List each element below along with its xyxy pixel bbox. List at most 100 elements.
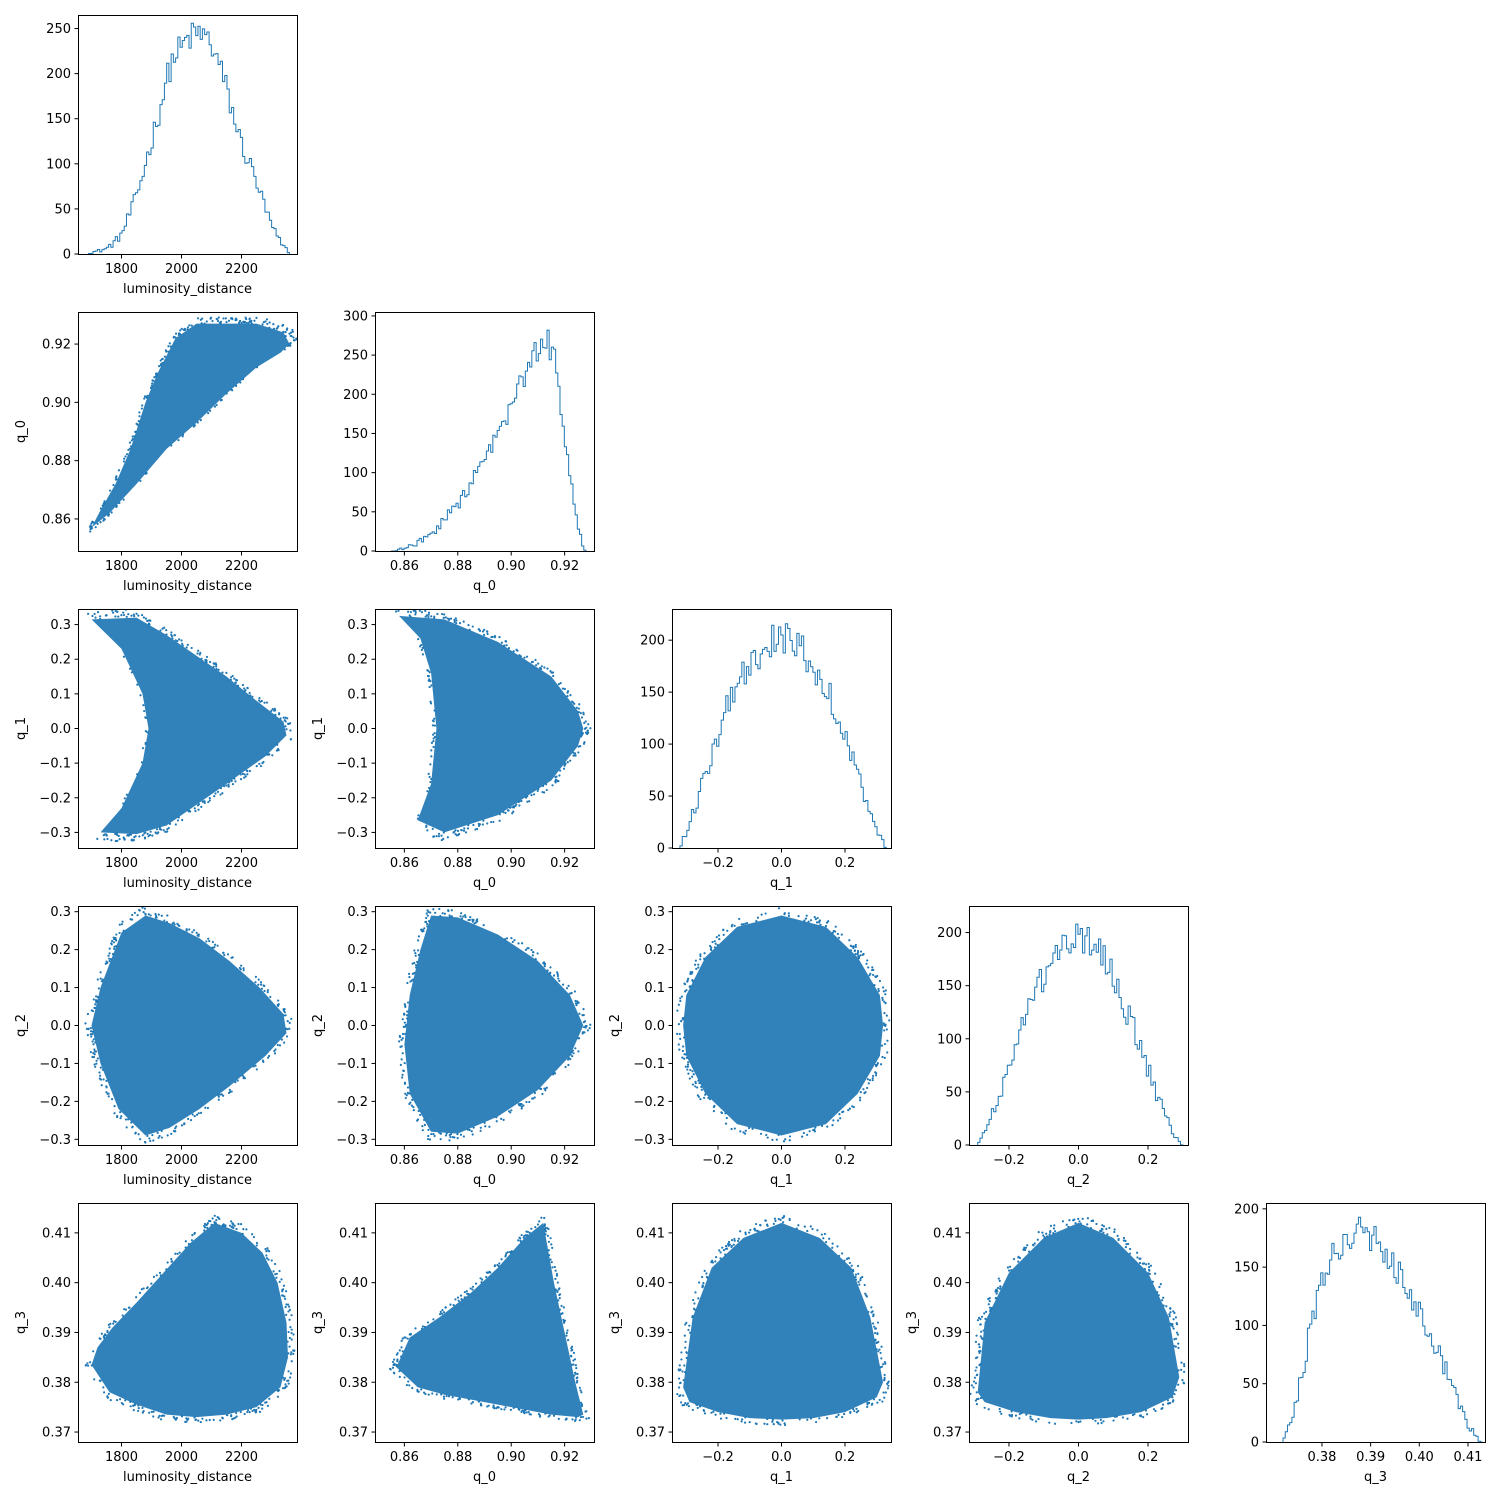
scatter-point [537,787,540,791]
scatter-point [495,1407,498,1410]
scatter-point [1070,1421,1073,1425]
scatter-density-s40 [91,1222,288,1418]
scatter-point [567,984,570,988]
scatter-point [93,1006,96,1009]
scatter-point [578,1012,581,1015]
scatter-point [107,1092,110,1095]
scatter-point [462,829,466,832]
scatter-point [474,828,477,831]
scatter-point [686,1063,690,1066]
scatter-point [132,1404,135,1407]
scatter-point [166,830,169,833]
scatter-point [450,909,453,912]
scatter-point [430,615,433,618]
scatter-point [196,421,199,424]
scatter-point [871,1079,874,1082]
scatter-point [144,1141,147,1144]
scatter-point [584,731,588,734]
scatter-point [282,716,285,719]
scatter-point [701,1284,704,1287]
scatter-point [713,946,716,949]
scatter-point [224,317,227,320]
scatter-point [693,1308,696,1311]
y-tick-label: 150 [46,112,71,127]
scatter-point [1175,1331,1179,1334]
x-axis-label: q_0 [473,1173,496,1188]
scatter-point [195,931,198,934]
scatter-point [159,359,162,362]
scatter-point [584,1026,587,1029]
scatter-point [255,765,258,768]
scatter-point [237,1222,240,1226]
scatter-point [432,908,435,911]
scatter-point [554,775,557,779]
panel-h0: 1800 2000 2200050100150200250luminosity_di… [46,15,298,297]
scatter-point [744,1416,747,1419]
scatter-point [881,1400,884,1403]
scatter-point [442,1397,446,1400]
scatter-point [510,1250,513,1253]
scatter-point [886,1039,889,1042]
scatter-point [1139,1415,1143,1418]
scatter-point [389,1368,392,1371]
scatter-point [173,1130,176,1133]
scatter-point [222,1094,225,1097]
scatter-point [858,1096,862,1099]
scatter-point [220,1093,223,1096]
scatter-point [217,1095,220,1098]
scatter-point [170,1260,174,1263]
scatter-point [426,925,429,928]
scatter-point [432,745,435,749]
scatter-point [691,980,694,983]
axes-frame-h3 [969,906,1189,1146]
scatter-point [1100,1421,1103,1425]
scatter-point [444,1306,447,1309]
scatter-point [462,620,465,623]
scatter-point [680,1351,683,1354]
scatter-point [134,1131,137,1134]
scatter-point [181,644,184,647]
scatter-point [147,913,150,916]
scatter-point [883,1000,886,1003]
scatter-point [116,839,119,842]
scatter-point [277,999,280,1002]
scatter-point [215,403,218,407]
scatter-point [287,1310,290,1313]
scatter-point [1182,1381,1185,1384]
scatter-point [449,617,453,620]
scatter-point [883,1029,886,1032]
scatter-point [289,331,293,334]
scatter-point [868,974,871,977]
scatter-point [680,1358,683,1361]
scatter-point [207,412,210,415]
scatter-point [1037,1231,1040,1234]
scatter-point [585,1410,588,1413]
scatter-point [158,1271,162,1274]
scatter-point [206,1226,209,1229]
scatter-point [565,987,569,990]
scatter-point [455,622,458,625]
scatter-point [284,1297,287,1301]
scatter-point [873,1325,876,1328]
scatter-point [856,1264,860,1268]
scatter-point [170,1132,173,1135]
scatter-point [816,1229,819,1232]
scatter-point [414,613,417,616]
scatter-point [181,433,185,436]
scatter-point [523,656,526,659]
scatter-point [140,1288,143,1291]
scatter-point [554,1289,557,1292]
scatter-point [557,1417,560,1420]
scatter-point [979,1349,982,1353]
scatter-point [431,724,435,727]
scatter-point [398,1370,401,1373]
scatter-point [543,666,546,669]
scatter-point [882,1022,885,1025]
scatter-point [691,1075,694,1078]
scatter-point [217,319,220,323]
scatter-point [242,1228,245,1231]
scatter-point [408,1384,411,1387]
scatter-point [199,419,202,422]
scatter-point [159,364,162,367]
scatter-point [406,981,409,985]
